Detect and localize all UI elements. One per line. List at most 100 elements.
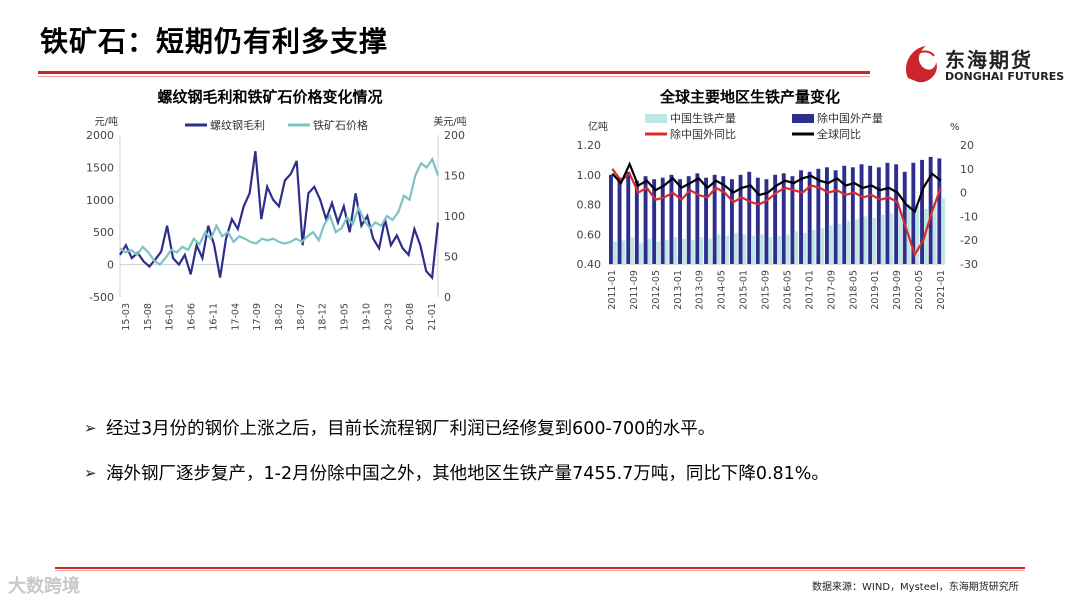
bar-ex-china-output [764,179,769,264]
bar-china-output [854,219,859,264]
bar-ex-china-output [721,176,726,264]
y-right-tick-label: -10 [960,210,978,223]
x-tick-label: 2019-01 [870,270,881,310]
x-tick-label: 2015-09 [761,270,772,310]
bar-china-output [820,228,825,264]
x-tick-label: 2020-05 [914,270,925,310]
bar-ex-china-output [876,167,881,264]
bar-china-output [707,238,712,264]
y-right-tick-label: -30 [960,258,978,271]
y-right-tick-label: 100 [444,210,465,223]
logo-name-en: DONGHAI FUTURES [945,70,1065,83]
x-tick-label: 2016-06 [187,303,198,330]
bar-ex-china-output [660,177,665,264]
bar-china-output [915,206,920,264]
legend-label: 中国生铁产量 [670,111,736,125]
bar-ex-china-output [747,171,752,264]
bar-china-output [716,234,721,265]
bar-ex-china-output [755,177,760,264]
bar-ex-china-output [686,176,691,264]
bar-china-output [638,243,643,264]
bar-china-output [872,217,876,264]
right-unit-label: % [950,122,960,133]
y-right-tick-label: 0 [960,187,967,200]
bar-china-output [932,201,937,264]
bar-china-output [863,216,868,264]
chart2-title: 全球主要地区生铁产量变化 [659,88,840,106]
bar-ex-china-output [825,167,829,264]
legend-label: 除中国外同比 [670,127,736,141]
x-tick-label: 2016-05 [782,270,793,310]
bar-china-output [664,240,669,264]
bar-china-output [751,235,755,264]
bar-china-output [699,237,704,264]
x-tick-label: 2015-08 [143,303,154,330]
bar-ex-china-output [695,173,700,264]
y-left-tick-label: 500 [93,226,114,239]
bar-ex-china-output [634,180,639,264]
x-tick-label: 2018-12 [318,303,329,330]
x-tick-label: 2013-09 [695,270,706,310]
bar-ex-china-output [781,173,786,264]
bar-china-output [733,232,738,264]
watermark: 大数跨境 [8,576,80,597]
bullet-text: 经过3月份的钢价上涨之后，目前长流程钢厂利润已经修复到600-700的水平。 [106,419,716,439]
bar-ex-china-output [894,164,899,264]
x-tick-label: 2019-09 [892,270,903,310]
bar-china-output [811,229,816,264]
x-tick-label: 2018-02 [274,303,285,330]
x-tick-label: 2020-08 [405,303,416,330]
series-line-global-yoy [611,161,942,214]
bar-china-output [612,241,617,264]
bar-ex-china-output [902,171,907,264]
page-title: 铁矿石：短期仍有利多支撑 [40,25,389,58]
legend-label: 全球同比 [817,127,861,141]
series-line-rebar-margin [119,151,440,281]
y-left-tick-label: 1.00 [577,169,602,182]
wave-logo-icon [906,46,937,83]
bar-ex-china-output [790,176,795,264]
y-right-tick-label: 150 [444,170,465,183]
x-tick-label: 2015-03 [121,303,132,330]
bar-ex-china-output [850,167,855,264]
title-divider-thin [38,76,870,77]
bullet-item: ➢ 海外钢厂逐步复产，1-2月份除中国之外，其他地区生铁产量7455.7万吨，同… [84,460,829,485]
x-tick-label: 2018-05 [848,270,859,310]
bullet-item: ➢ 经过3月份的钢价上涨之后，目前长流程钢厂利润已经修复到600-700的水平。 [84,415,829,440]
x-tick-label: 2017-09 [826,270,837,310]
bar-ex-china-output [928,156,933,264]
series-line-ex-china-yoy [611,168,942,258]
bar-china-output [785,234,790,265]
bullet-text: 海外钢厂逐步复产，1-2月份除中国之外，其他地区生铁产量7455.7万吨，同比下… [106,464,829,484]
bar-ex-china-output [920,159,924,264]
bar-ex-china-output [885,162,890,264]
bar-ex-china-output [704,177,708,264]
logo-name-cn: 东海期货 [945,48,1033,72]
y-left-tick-label: 1.20 [577,139,602,152]
y-right-tick-label: -20 [960,234,978,247]
bar-ex-china-output [652,179,657,264]
legend-swatch [645,114,667,123]
arrow-bullet-icon: ➢ [84,463,97,482]
legend-swatch [792,114,814,123]
x-tick-label: 2016-01 [165,303,176,330]
bar-china-output [898,210,902,264]
x-tick-label: 2019-05 [340,303,351,330]
bullet-list: ➢ 经过3月份的钢价上涨之后，目前长流程钢厂利润已经修复到600-700的水平。… [84,415,829,505]
bar-china-output [837,223,842,264]
y-left-tick-label: 1000 [86,194,114,207]
bar-china-output [656,241,660,264]
bar-china-output [889,213,894,264]
bar-china-output [828,225,833,264]
y-right-tick-label: 50 [444,251,458,264]
x-tick-label: 2017-04 [230,303,241,330]
footer-divider [55,567,1025,569]
bar-ex-china-output [773,174,778,265]
bar-china-output [682,238,686,264]
x-tick-label: 2017-01 [804,270,815,310]
x-tick-label: 2011-09 [629,270,640,310]
y-right-tick-label: 20 [960,139,974,152]
x-tick-label: 2011-01 [607,270,618,310]
bar-ex-china-output [816,168,821,264]
bar-ex-china-output [859,164,864,264]
